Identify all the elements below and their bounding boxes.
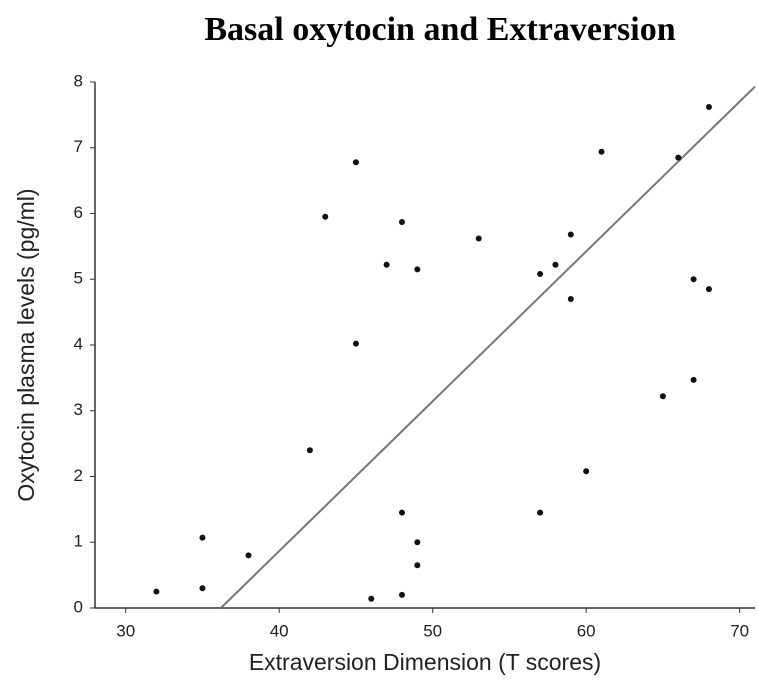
point xyxy=(537,509,544,516)
y-tick-label: 7 xyxy=(74,137,83,156)
x-axis-label: Extraversion Dimension (T scores) xyxy=(249,649,601,675)
point xyxy=(475,235,482,242)
x-tick-label: 50 xyxy=(423,621,442,640)
point xyxy=(675,154,682,161)
point xyxy=(552,261,559,268)
point xyxy=(690,376,697,383)
point xyxy=(705,286,712,293)
y-tick-label: 5 xyxy=(74,269,83,288)
point xyxy=(705,103,712,110)
point xyxy=(383,261,390,268)
point xyxy=(414,562,421,569)
y-tick-label: 0 xyxy=(74,597,83,616)
point xyxy=(398,509,405,516)
point xyxy=(352,159,359,166)
trend-line xyxy=(220,85,756,609)
point xyxy=(690,276,697,283)
point xyxy=(583,468,590,475)
point xyxy=(245,552,252,559)
point xyxy=(322,213,329,220)
point xyxy=(567,295,574,302)
point xyxy=(537,270,544,277)
y-tick-label: 4 xyxy=(74,334,83,353)
point xyxy=(199,585,206,592)
point xyxy=(199,534,206,541)
y-tick-label: 6 xyxy=(74,203,83,222)
chart-title: Basal oxytocin and Extraversion xyxy=(204,11,675,48)
point xyxy=(368,595,375,602)
y-tick-label: 1 xyxy=(74,532,83,551)
point xyxy=(398,591,405,598)
point xyxy=(414,266,421,273)
x-tick-label: 60 xyxy=(577,621,596,640)
y-tick-label: 3 xyxy=(74,400,83,419)
x-tick-label: 70 xyxy=(730,621,749,640)
y-tick-label: 2 xyxy=(74,466,83,485)
x-tick-label: 40 xyxy=(270,621,289,640)
y-tick-label: 8 xyxy=(74,71,83,90)
point xyxy=(598,148,605,155)
point xyxy=(306,447,313,454)
x-tick-label: 30 xyxy=(116,621,135,640)
point xyxy=(567,231,574,238)
y-axis-label: Oxytocin plasma levels (pg/ml) xyxy=(13,188,39,501)
point xyxy=(398,219,405,226)
point xyxy=(659,393,666,400)
point xyxy=(153,588,160,595)
point xyxy=(352,340,359,347)
point xyxy=(414,539,421,546)
